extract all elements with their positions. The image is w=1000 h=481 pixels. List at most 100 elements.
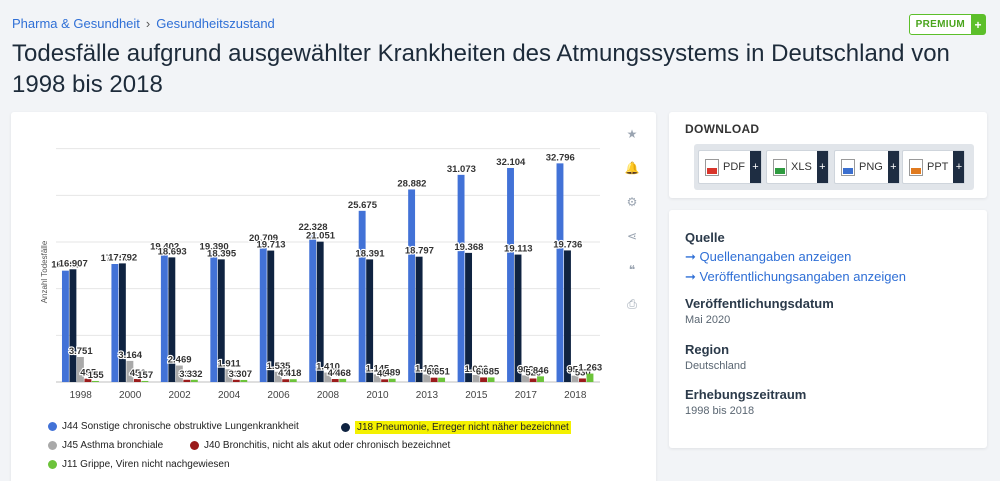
data-label: 414 <box>278 368 295 379</box>
bar-0-1998 <box>61 270 69 382</box>
bar-1-2000 <box>118 263 126 382</box>
data-label: 20.709 <box>249 233 278 244</box>
print-icon[interactable]: ⎙ <box>627 296 637 311</box>
source-link[interactable]: ➞ Quellenangaben anzeigen <box>685 249 852 264</box>
chart-toolbar: ★ 🔔 ⚙ ⋖ ❝ ⎙ <box>618 120 646 324</box>
bar-3-2000 <box>133 378 141 382</box>
legend-dot-icon <box>341 423 350 432</box>
legend-item-j11[interactable]: J11 Grippe, Viren nicht nachgewiesen <box>48 459 230 470</box>
bar-0-2004 <box>210 252 218 382</box>
data-label: 18.391 <box>355 248 385 259</box>
bar-2-2015 <box>472 374 480 382</box>
download-png-button[interactable]: PNG + <box>834 150 900 184</box>
data-label: 1.911 <box>217 358 241 369</box>
bar-0-2002 <box>160 252 168 382</box>
bar-3-1998 <box>84 378 92 382</box>
plus-icon: + <box>816 151 828 183</box>
data-label: 468 <box>335 368 351 379</box>
legend-item-j44[interactable]: J44 Sonstige chronische obstruktive Lung… <box>48 421 299 432</box>
xls-file-icon <box>773 158 787 176</box>
region-heading: Region <box>685 342 730 357</box>
quote-icon[interactable]: ❝ <box>628 263 636 277</box>
bar-3-2008 <box>331 379 339 382</box>
bar-4-2017 <box>537 376 544 382</box>
legend-label: J11 Grippe, Viren nicht nachgewiesen <box>62 459 230 470</box>
bar-4-1998 <box>91 380 99 382</box>
data-label: 333 <box>179 369 195 380</box>
data-label: 1.145 <box>366 363 390 374</box>
data-label: 31.073 <box>447 164 476 175</box>
data-label: 17.792 <box>108 252 137 263</box>
data-label: 19.736 <box>553 239 582 250</box>
period-value: 1998 bis 2018 <box>685 405 755 417</box>
star-icon[interactable]: ★ <box>626 127 638 141</box>
download-xls-button[interactable]: XLS + <box>766 150 829 184</box>
bell-icon[interactable]: 🔔 <box>624 161 640 175</box>
bar-0-2010 <box>358 210 366 382</box>
data-label: 32.104 <box>496 157 526 168</box>
legend-label: J40 Bronchitis, nicht als akut oder chro… <box>204 440 451 451</box>
download-xls-label: XLS <box>791 161 812 173</box>
bar-0-2017 <box>507 167 514 382</box>
breadcrumb-separator: › <box>145 16 151 31</box>
data-label: 22.328 <box>298 222 327 233</box>
region-section: Region Deutschland <box>685 342 746 372</box>
bar-2-2008 <box>324 372 332 382</box>
premium-button[interactable]: PREMIUM + <box>908 14 986 35</box>
download-ppt-label: PPT <box>927 161 949 173</box>
ppt-file-icon <box>909 158 923 176</box>
data-label: 685 <box>483 366 500 377</box>
bar-1-2018 <box>564 250 571 382</box>
legend-item-j18[interactable]: J18 Pneumonie, Erreger nicht näher bezei… <box>341 421 571 434</box>
x-tick-label: 2013 <box>416 390 439 401</box>
date-value: Mai 2020 <box>685 314 731 326</box>
bar-2-2018 <box>571 375 579 382</box>
gear-icon[interactable]: ⚙ <box>626 195 638 209</box>
legend-item-j40[interactable]: J40 Bronchitis, nicht als akut oder chro… <box>190 440 450 451</box>
data-label: 651 <box>434 367 451 378</box>
plus-icon: + <box>750 151 761 183</box>
breadcrumb: Pharma & Gesundheit › Gesundheitszustand <box>12 16 275 31</box>
x-tick-label: 2017 <box>515 390 538 401</box>
breadcrumb-pharma[interactable]: Pharma & Gesundheit <box>12 16 140 31</box>
bar-0-2018 <box>556 163 564 382</box>
bar-0-2015 <box>457 174 465 382</box>
bar-2-2013 <box>423 374 431 382</box>
x-tick-label: 2015 <box>465 390 488 401</box>
data-label: 446 <box>328 368 344 379</box>
x-tick-label: 2002 <box>169 390 192 401</box>
x-tick-label: 1998 <box>70 390 93 401</box>
bar-2-2017 <box>522 375 529 382</box>
download-ppt-button[interactable]: PPT + <box>902 150 966 184</box>
data-label: 2.469 <box>168 355 192 366</box>
plus-icon: + <box>887 151 899 183</box>
bar-1-2002 <box>168 257 176 382</box>
share-icon[interactable]: ⋖ <box>626 229 638 243</box>
bar-4-2013 <box>438 377 446 382</box>
data-label: 3.751 <box>69 346 93 357</box>
data-label: 18.693 <box>158 246 187 257</box>
data-label: 3.164 <box>118 350 142 361</box>
bar-3-2013 <box>430 377 438 382</box>
data-label: 157 <box>137 370 153 381</box>
date-heading: Veröffentlichungsdatum <box>685 296 834 311</box>
download-title: DOWNLOAD <box>685 122 760 136</box>
data-label: 19.368 <box>454 242 483 253</box>
legend-dot-icon <box>48 441 57 450</box>
legend-dot-icon <box>190 441 199 450</box>
legend-item-j45[interactable]: J45 Asthma bronchiale <box>48 440 163 451</box>
bar-1-2017 <box>514 254 522 382</box>
download-pdf-button[interactable]: PDF + <box>698 150 762 184</box>
legend-label: J45 Asthma bronchiale <box>62 440 164 451</box>
data-label: 16.700 <box>51 260 80 271</box>
publication-link[interactable]: ➞ Veröffentlichungsangaben anzeigen <box>685 269 906 284</box>
x-tick-label: 2000 <box>119 390 142 401</box>
breadcrumb-gesundheitszustand[interactable]: Gesundheitszustand <box>156 16 275 31</box>
data-label: 32.796 <box>546 152 575 163</box>
data-label: 1.410 <box>316 362 340 373</box>
legend-dot-icon <box>48 422 57 431</box>
bar-2-2002 <box>175 365 183 382</box>
data-label: 155 <box>88 370 105 381</box>
period-heading: Erhebungszeitraum <box>685 387 807 402</box>
bar-2-1998 <box>76 356 84 382</box>
